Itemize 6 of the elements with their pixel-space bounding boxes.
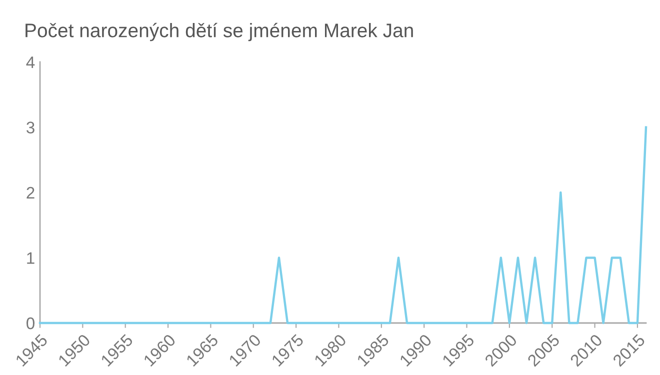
y-tick-label: 3 [26,122,34,134]
y-tick-label: 1 [27,252,34,264]
chart-title: Počet narozených dětí se jménem Marek Jan [26,22,413,42]
y-tick-label: 2 [26,186,34,199]
y-tick-label: 0 [26,317,34,330]
y-tick-label: 4 [26,56,35,68]
